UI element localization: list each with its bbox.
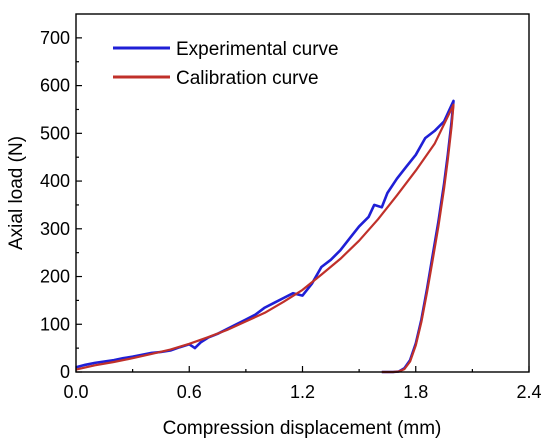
y-tick-label: 500: [40, 123, 70, 143]
y-tick-label: 200: [40, 267, 70, 287]
series-layer: [75, 99, 455, 374]
x-tick-label: 0.6: [177, 382, 202, 402]
legend: Experimental curve Calibration curve: [113, 39, 339, 89]
y-tick-label: 100: [40, 314, 70, 334]
x-axis-title: Compression displacement (mm): [163, 418, 442, 439]
x-tick-label: 2.4: [516, 382, 541, 402]
x-tick-label: 1.8: [403, 382, 428, 402]
legend-label-calibration: Calibration curve: [176, 68, 319, 89]
legend-label-experimental: Experimental curve: [176, 39, 339, 60]
y-tick-label: 600: [40, 76, 70, 96]
y-tick-label: 300: [40, 219, 70, 239]
y-tick-label: 0: [60, 362, 70, 382]
x-axis-ticks: 0.0 0.6 1.2 1.8 2.4: [63, 366, 542, 402]
x-tick-label: 1.2: [290, 382, 315, 402]
y-tick-label: 700: [40, 28, 70, 48]
y-tick-label: 400: [40, 171, 70, 191]
y-axis-title: Axial load (N): [6, 136, 27, 250]
series-line-calibration: [75, 103, 455, 374]
y-axis-ticks: 0 100 200 300 400 500 600 700: [40, 28, 82, 382]
series-line-experimental: [75, 99, 455, 374]
x-tick-label: 0.0: [63, 382, 88, 402]
plot-area: 0.0 0.6 1.2 1.8 2.4 0 100 200 300 400 500 600 700: [40, 13, 542, 402]
